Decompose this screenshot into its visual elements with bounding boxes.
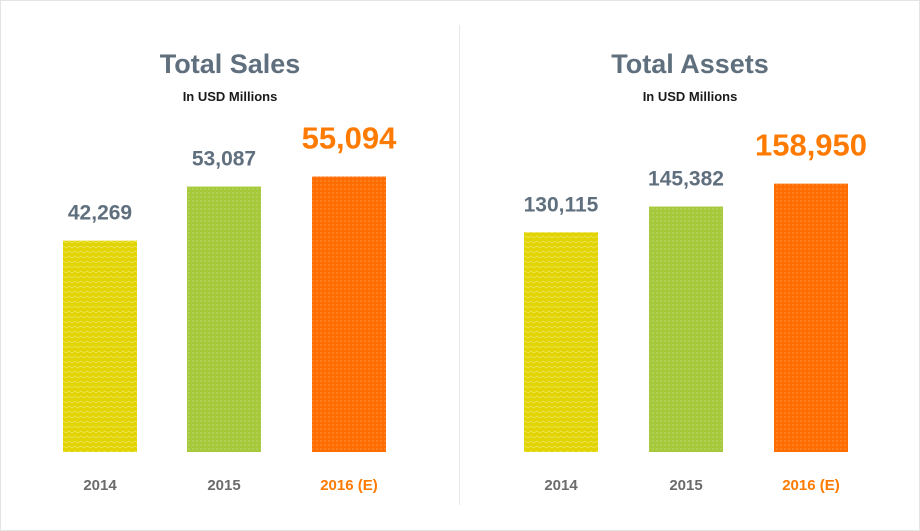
value-label-2014: 42,269 — [68, 202, 132, 225]
x-tick-2014: 2014 — [83, 477, 117, 494]
bar-texture-2015 — [187, 186, 261, 452]
bar-texture-2015 — [649, 206, 723, 452]
x-tick-2016: 2016 (E) — [320, 477, 378, 494]
value-label-2016: 158,950 — [755, 128, 867, 163]
value-label-2015: 53,087 — [192, 148, 256, 171]
chart-subtitle: In USD Millions — [643, 89, 738, 104]
value-label-2015: 145,382 — [648, 168, 724, 191]
bars — [63, 176, 386, 452]
bar-texture-2014 — [524, 232, 598, 452]
x-tick-2015: 2015 — [207, 477, 240, 494]
chart-title: Total Assets — [611, 49, 769, 79]
bar-texture-2016 — [312, 176, 386, 452]
chart-subtitle: In USD Millions — [183, 89, 278, 104]
value-label-2016: 55,094 — [302, 121, 398, 156]
chart-total-sales: Total Sales In USD Millions 42,269 53,08… — [63, 49, 397, 494]
bars — [524, 183, 848, 452]
value-label-2014: 130,115 — [524, 193, 599, 216]
x-tick-2015: 2015 — [669, 477, 702, 494]
chart-total-assets: Total Assets In USD Millions 130,115 145… — [524, 49, 867, 494]
chart-title: Total Sales — [160, 49, 301, 79]
panel-divider — [459, 25, 460, 505]
x-tick-2014: 2014 — [544, 477, 578, 494]
bar-texture-2016 — [774, 183, 848, 452]
x-tick-2016: 2016 (E) — [782, 477, 840, 494]
bar-texture-2014 — [63, 240, 137, 452]
